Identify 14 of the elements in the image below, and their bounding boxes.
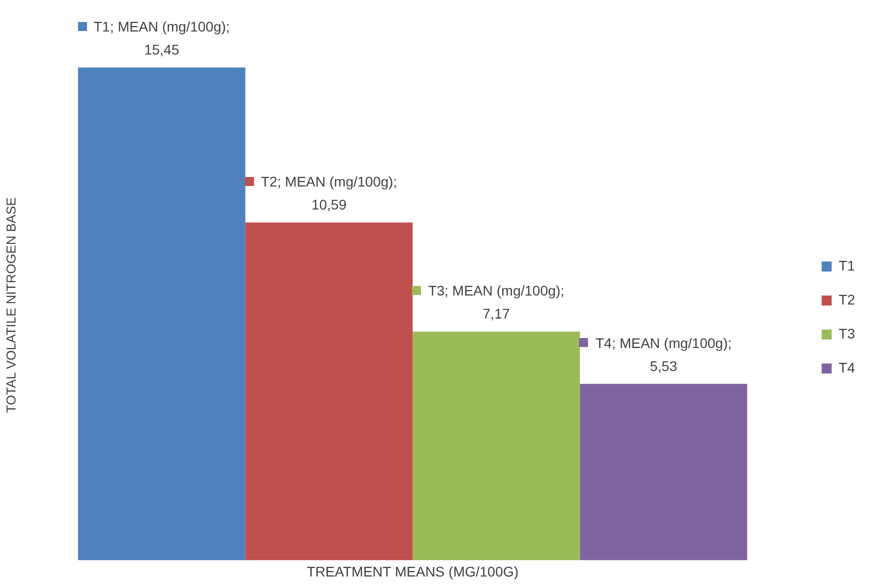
- data-label: T1; MEAN (mg/100g); 15,45: [94, 18, 230, 58]
- bar: [412, 332, 580, 560]
- bar: [580, 384, 748, 560]
- data-label: T2; MEAN (mg/100g); 10,59: [260, 174, 398, 213]
- bar: [78, 68, 246, 560]
- legend-label: T3: [838, 325, 856, 342]
- data-label: T4; MEAN (mg/100g); 5,53: [595, 334, 732, 374]
- legend-label: T4: [838, 359, 856, 376]
- legend-label: T1: [838, 257, 856, 274]
- legend-label: T2: [838, 291, 856, 308]
- data-label: T3; MEAN (mg/100g); 7,17: [428, 282, 564, 322]
- y-axis-title: TOTAL VOLATILE NITROGEN BASE: [3, 197, 18, 413]
- bar: [245, 222, 413, 560]
- x-axis-title: TREATMENT MEANS (MG/100G): [306, 563, 519, 580]
